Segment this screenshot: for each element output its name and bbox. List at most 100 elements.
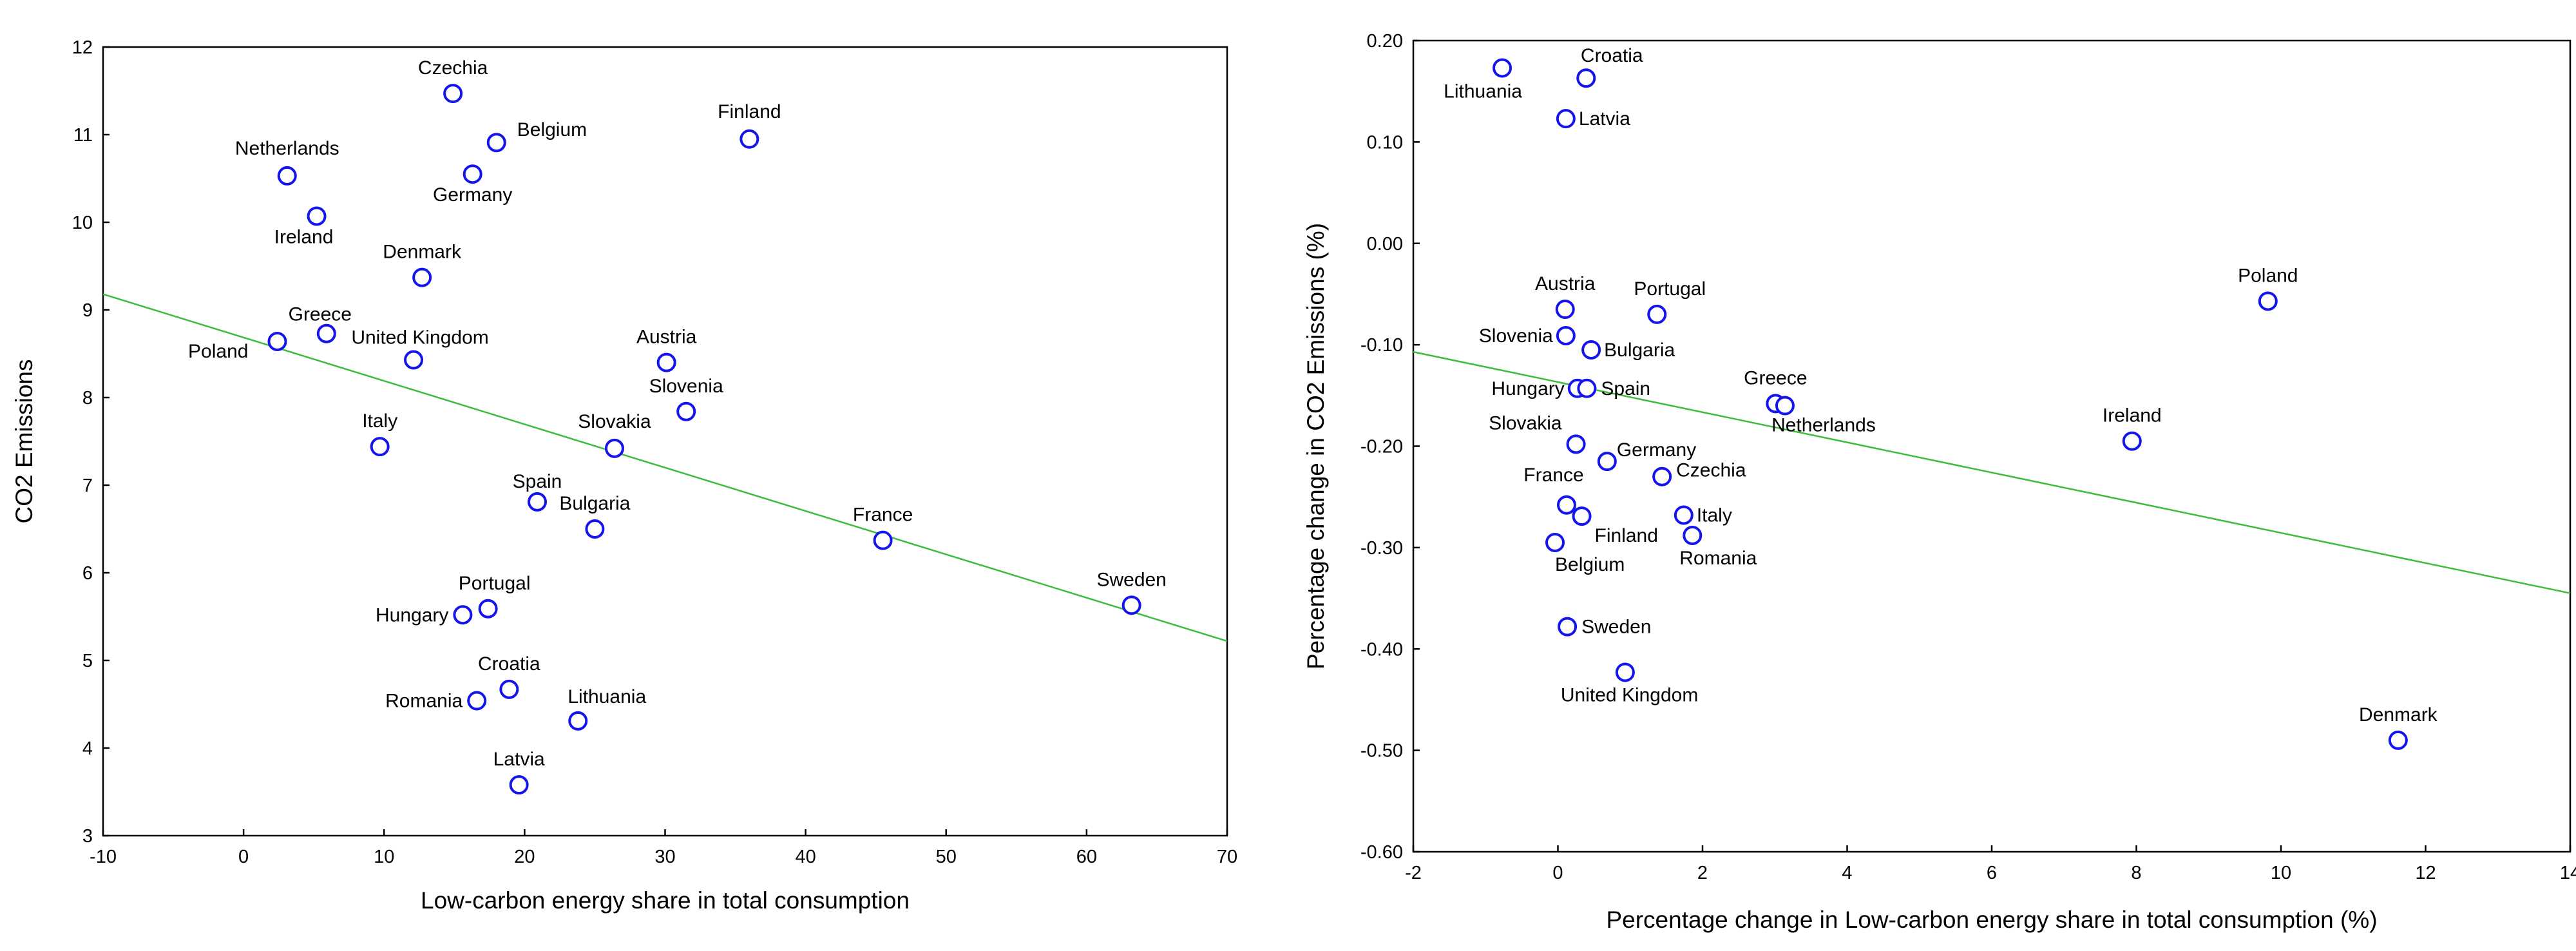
point-label: France: [853, 504, 913, 526]
trend-line: [102, 293, 1228, 642]
data-point-lithuania: [1493, 58, 1512, 78]
point-label: Slovenia: [1479, 325, 1553, 347]
point-label: Finland: [1595, 525, 1658, 546]
point-label: Netherlands: [235, 138, 339, 159]
y-tick-label: -0.20: [1360, 437, 1403, 457]
point-label: United Kingdom: [351, 327, 488, 349]
data-point-france: [873, 530, 893, 550]
data-point-latvia: [509, 775, 529, 795]
plot-area: [1412, 39, 2571, 853]
data-point-sweden: [1558, 617, 1578, 637]
point-label: Finland: [718, 101, 781, 122]
point-label: Portugal: [459, 573, 531, 594]
y-tick-label: 8: [82, 388, 93, 408]
y-tick-label: -0.10: [1360, 335, 1403, 356]
data-point-united-kingdom: [1615, 662, 1635, 682]
point-label: Lithuania: [1444, 81, 1522, 102]
data-point-germany: [1597, 452, 1617, 472]
x-tick-label: 30: [654, 847, 675, 867]
point-label: Lithuania: [568, 686, 646, 707]
y-tick-label: 4: [82, 738, 93, 759]
data-point-greece: [316, 323, 336, 343]
data-point-ireland: [2122, 431, 2142, 451]
data-point-slovenia: [676, 401, 696, 421]
data-point-netherlands: [277, 166, 297, 186]
point-label: Sweden: [1581, 617, 1651, 638]
data-point-belgium: [486, 133, 506, 153]
data-point-finland: [739, 129, 759, 149]
data-point-latvia: [1556, 109, 1576, 129]
point-label: Hungary: [376, 604, 448, 626]
point-label: Netherlands: [1771, 415, 1876, 436]
point-label: Italy: [362, 410, 397, 432]
point-label: Czechia: [1676, 460, 1746, 481]
x-tick-label: 40: [795, 847, 816, 867]
data-point-denmark: [2388, 730, 2408, 750]
point-label: Poland: [2238, 265, 2298, 286]
y-tick-label: 12: [72, 37, 93, 58]
x-tick-label: -2: [1405, 863, 1422, 883]
chart-panel-1: -10 0 10 20 30 40 50 60 70 3 4 5 6 7 8 9 10 11 12 Low-carbo…: [11, 37, 1237, 914]
point-label: Ireland: [274, 226, 334, 247]
data-point-romania: [467, 691, 487, 711]
data-point-germany: [463, 164, 482, 184]
data-point-netherlands: [1775, 396, 1795, 416]
x-tick-label: 50: [936, 847, 957, 867]
x-tick-label: 4: [1842, 863, 1852, 883]
data-point-hungary: [453, 605, 473, 625]
x-axis-title: Percentage change in Low-carbon energy s…: [1606, 907, 2377, 933]
y-tick-label: 5: [82, 651, 93, 671]
x-tick-label: 0: [238, 847, 249, 867]
point-label: Spain: [1601, 378, 1650, 399]
x-tick-label: 8: [2131, 863, 2141, 883]
point-label: Hungary: [1491, 378, 1564, 399]
y-tick-label: -0.60: [1360, 842, 1403, 863]
point-label: Belgium: [1555, 554, 1625, 575]
y-tick-label: 9: [82, 300, 93, 321]
point-label: Slovakia: [578, 411, 651, 432]
x-tick-label: -10: [90, 847, 117, 867]
x-tick-label: 12: [2415, 863, 2436, 883]
data-point-italy: [370, 437, 390, 457]
x-axis-title: Low-carbon energy share in total consump…: [421, 887, 910, 914]
data-point-slovakia: [1566, 434, 1586, 454]
data-point-slovenia: [1556, 325, 1576, 345]
point-label: Croatia: [478, 653, 540, 675]
data-point-finland: [1572, 506, 1592, 526]
data-point-poland: [2258, 291, 2278, 311]
point-label: Austria: [636, 327, 697, 348]
x-tick-label: 2: [1697, 863, 1708, 883]
point-label: Poland: [188, 341, 248, 362]
point-label: Ireland: [2103, 405, 2162, 427]
data-point-belgium: [1545, 533, 1565, 553]
data-point-portugal: [1647, 304, 1667, 324]
point-label: Germany: [433, 184, 512, 206]
data-point-bulgaria: [1581, 340, 1601, 360]
plot-area: [102, 46, 1228, 837]
y-tick-label: 7: [82, 476, 93, 496]
point-label: Bulgaria: [559, 493, 630, 514]
point-label: Greece: [289, 304, 352, 325]
point-label: Belgium: [517, 119, 587, 140]
x-tick-label: 6: [1987, 863, 1997, 883]
data-point-spain: [1577, 378, 1597, 398]
y-axis-title: Percentage change in CO2 Emissions (%): [1302, 223, 1329, 669]
x-tick-label: 0: [1552, 863, 1563, 883]
x-tick-label: 70: [1217, 847, 1237, 867]
x-tick-label: 14: [2560, 863, 2576, 883]
trend-line: [1413, 351, 2571, 594]
x-tick-label: 60: [1076, 847, 1097, 867]
data-point-poland: [267, 331, 287, 351]
data-point-spain: [528, 492, 548, 512]
point-label: Germany: [1617, 439, 1696, 461]
point-label: Denmark: [2359, 704, 2438, 725]
data-point-portugal: [478, 599, 498, 619]
point-label: France: [1523, 465, 1583, 486]
point-label: Austria: [1535, 273, 1596, 294]
point-label: Romania: [385, 691, 463, 712]
y-tick-label: 10: [72, 213, 93, 233]
y-tick-label: 11: [73, 125, 93, 146]
y-tick-label: -0.30: [1360, 538, 1403, 559]
data-point-united-kingdom: [404, 350, 424, 370]
data-point-italy: [1674, 505, 1693, 525]
